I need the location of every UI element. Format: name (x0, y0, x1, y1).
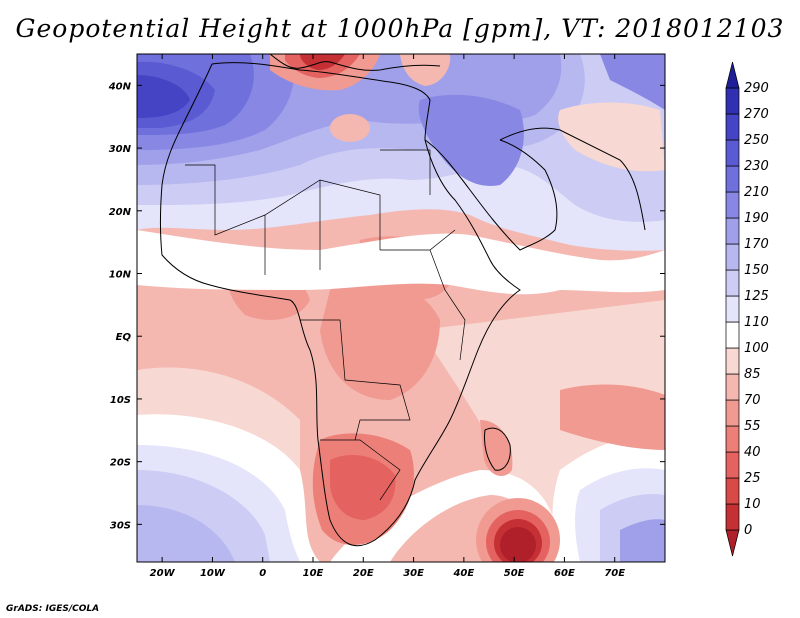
arabia-coast (424, 139, 558, 251)
field-low-core (500, 527, 536, 562)
colorbar-label: 230 (744, 159, 769, 174)
colorbar-label: 10 (744, 497, 761, 512)
colorbar-swatch (725, 269, 740, 297)
colorbar-swatch (725, 503, 740, 531)
grads-credit: GrADS: IGES/COLA (6, 604, 100, 614)
colorbar-label: 100 (744, 341, 769, 356)
border-central (300, 319, 411, 441)
field-south-band (330, 470, 560, 562)
x-tick-label: 40E (452, 568, 474, 579)
field-iran-spot (558, 102, 665, 172)
field-libya-spot (330, 114, 370, 142)
field-arabia-210 (418, 94, 524, 186)
colorbar-label: 70 (744, 393, 761, 408)
colorbar-label: 0 (744, 523, 752, 538)
plot-frame (136, 53, 666, 563)
field-indian-85 (560, 384, 665, 450)
y-tick-label: 40N (108, 81, 132, 92)
x-tick-label: 10E (303, 568, 324, 579)
colorbar-swatch (725, 477, 740, 505)
colorbar-swatch (725, 165, 740, 193)
colorbar-label: 290 (744, 81, 769, 96)
colorbar-swatch (725, 295, 740, 323)
x-tick-label: 50E (504, 568, 525, 579)
colorbar-swatch (725, 399, 740, 427)
colorbar-swatch (725, 191, 740, 219)
colorbar-swatch (725, 113, 740, 141)
colorbar-label: 170 (744, 237, 769, 252)
y-tick-label: EQ (116, 332, 132, 343)
y-tick-label: 20N (109, 207, 132, 218)
x-tick-label: 70E (604, 568, 625, 579)
y-tick-label: 10N (109, 270, 132, 281)
y-axis: 40N 30N 20N 10N EQ 10S 20S 30S (108, 81, 665, 531)
field-sw-170 (137, 505, 235, 562)
border-east (429, 249, 466, 361)
colorbar-label: 125 (744, 289, 769, 304)
colorbar-label: 210 (744, 185, 769, 200)
colorbar-swatch (725, 425, 740, 453)
y-tick-label: 20S (110, 458, 131, 469)
colorbar-swatch (725, 243, 740, 271)
colorbar-swatch (725, 321, 740, 349)
x-tick-label: 10W (200, 568, 226, 579)
x-tick-label: 20E (353, 568, 374, 579)
colorbar-max-triangle (725, 61, 740, 89)
colorbar-swatch (725, 451, 740, 479)
y-tick-label: 30N (109, 144, 132, 155)
field-nw-270 (137, 75, 190, 118)
colorbar: 0 10 25 40 55 70 85 100 110 125 150 170 190 210 230 250… (725, 61, 769, 557)
x-axis: 20W 10W 0 10E 20E 30E 40E 50E 60E 70E (150, 54, 625, 579)
mediterranean-south-coast (211, 62, 431, 141)
colorbar-swatch (725, 217, 740, 245)
colorbar-label: 55 (744, 419, 761, 434)
x-tick-label: 0 (259, 568, 266, 579)
europe-coast (269, 54, 441, 71)
colorbar-label: 110 (744, 315, 769, 330)
colorbar-label: 40 (744, 445, 761, 460)
colorbar-label: 85 (744, 367, 761, 382)
colorbar-label: 25 (744, 471, 761, 486)
colorbar-label: 190 (744, 211, 769, 226)
country-borders (185, 149, 466, 501)
asia-coast (499, 127, 646, 231)
field-turkey-spot (400, 54, 451, 86)
field-se-190 (620, 519, 665, 562)
x-tick-label: 20W (150, 568, 176, 579)
colorbar-label: 270 (744, 107, 769, 122)
y-tick-label: 30S (110, 520, 131, 531)
field-central-85 (320, 280, 440, 400)
field-north-white (137, 230, 665, 295)
map-title: Geopotential Height at 1000hPa [gpm], VT… (15, 14, 785, 43)
colorbar-swatch (725, 373, 740, 401)
colorbar-swatch (725, 139, 740, 167)
coastlines (160, 54, 646, 547)
border-egypt (380, 149, 431, 195)
map-plot-area (137, 54, 665, 562)
colorbar-swatch (725, 87, 740, 115)
field-central-asia (600, 54, 665, 110)
colorbar-label: 250 (744, 133, 769, 148)
madagascar-coast (484, 427, 511, 471)
colorbar-label: 150 (744, 263, 769, 278)
x-tick-label: 30E (403, 568, 424, 579)
x-tick-label: 60E (554, 568, 575, 579)
field-safrica-40 (330, 455, 396, 520)
colorbar-swatch (725, 347, 740, 375)
colorbar-min-triangle (725, 529, 740, 557)
africa-coast (160, 63, 521, 547)
y-tick-label: 10S (110, 395, 131, 406)
border-south (320, 439, 401, 501)
